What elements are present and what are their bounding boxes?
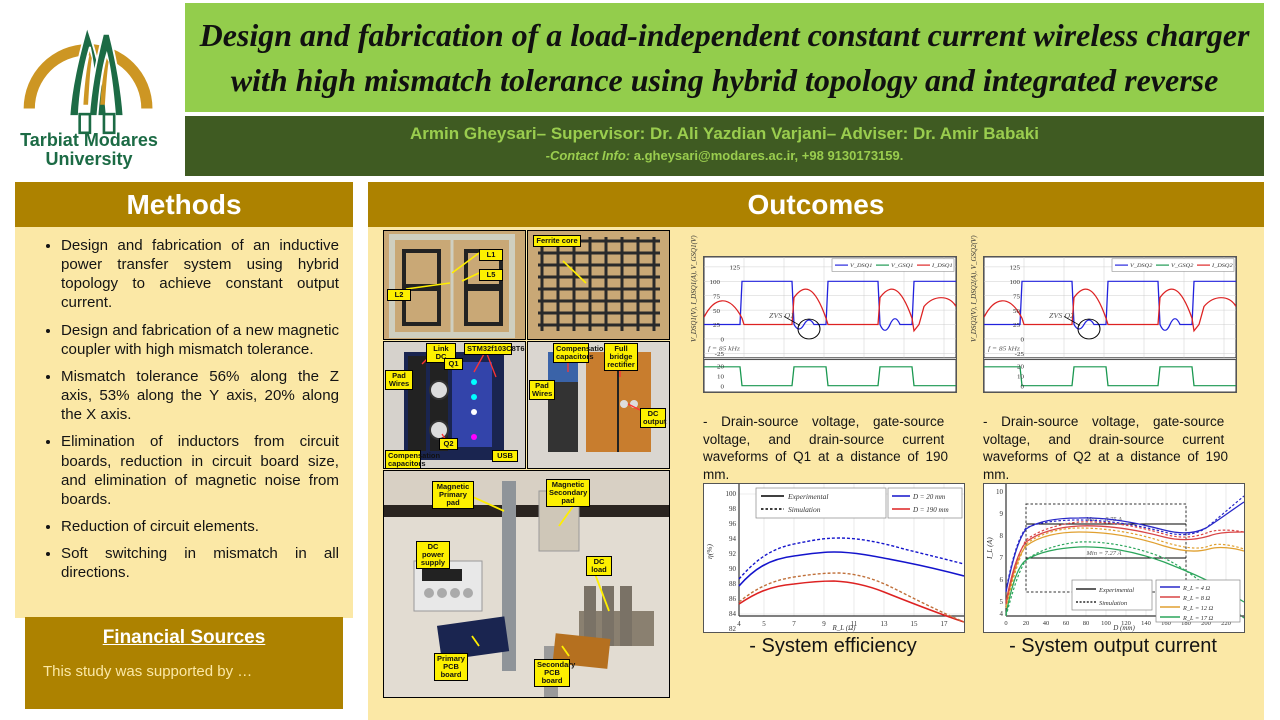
svg-text:82: 82 (729, 625, 737, 632)
svg-text:96: 96 (729, 520, 737, 528)
svg-text:Experimental: Experimental (787, 492, 828, 501)
svg-text:5: 5 (1000, 598, 1004, 606)
svg-text:4: 4 (1000, 610, 1004, 618)
svg-text:Min = 7.27 A: Min = 7.27 A (1086, 550, 1122, 557)
svg-text:-25: -25 (715, 351, 725, 358)
svg-text:25: 25 (1013, 322, 1021, 329)
svg-text:10: 10 (717, 374, 725, 381)
svg-text:8: 8 (1000, 532, 1004, 540)
svg-text:ZVS Q2: ZVS Q2 (1049, 312, 1074, 321)
svg-text:I_DSQ2: I_DSQ2 (1211, 263, 1233, 269)
svg-text:80: 80 (1083, 620, 1090, 627)
svg-text:5: 5 (762, 620, 766, 628)
svg-text:f = 85 kHz: f = 85 kHz (708, 345, 740, 353)
svg-text:125: 125 (730, 265, 741, 272)
svg-text:6: 6 (1000, 576, 1004, 584)
svg-text:V_DSQ1: V_DSQ1 (850, 263, 872, 269)
svg-text:D = 20 mm: D = 20 mm (912, 493, 945, 501)
svg-text:94: 94 (729, 535, 737, 543)
svg-text:9: 9 (1000, 510, 1004, 518)
svg-text:92: 92 (729, 550, 737, 558)
svg-text:75: 75 (1013, 294, 1021, 301)
svg-text:7: 7 (1000, 554, 1004, 562)
svg-text:40: 40 (1043, 620, 1050, 627)
svg-text:100: 100 (726, 490, 737, 498)
svg-text:R_L (Ω): R_L (Ω) (831, 624, 856, 632)
svg-text:Simulation: Simulation (788, 505, 821, 514)
svg-text:D (mm): D (mm) (1112, 624, 1135, 632)
svg-text:R_L = 8 Ω: R_L = 8 Ω (1182, 595, 1211, 602)
svg-text:60: 60 (1063, 620, 1070, 627)
svg-text:140: 140 (1141, 620, 1151, 627)
svg-text:D = 190 mm: D = 190 mm (912, 506, 949, 514)
svg-text:100: 100 (1101, 620, 1111, 627)
svg-text:9: 9 (822, 620, 826, 628)
svg-text:V_GSQ1: V_GSQ1 (891, 263, 913, 269)
svg-text:25: 25 (713, 322, 721, 329)
svg-text:17: 17 (941, 620, 949, 628)
svg-text:100: 100 (710, 279, 721, 286)
svg-text:I_L (A): I_L (A) (985, 537, 994, 560)
svg-text:125: 125 (1010, 265, 1021, 272)
svg-text:R_L = 4 Ω: R_L = 4 Ω (1182, 585, 1211, 592)
svg-text:75: 75 (713, 294, 721, 301)
svg-text:86: 86 (729, 595, 737, 603)
svg-text:ZVS Q1: ZVS Q1 (769, 312, 794, 321)
svg-text:0: 0 (1004, 620, 1007, 627)
svg-text:20: 20 (717, 364, 725, 371)
svg-text:50: 50 (713, 308, 721, 315)
svg-text:-25: -25 (1015, 351, 1025, 358)
svg-text:R_L = 12 Ω: R_L = 12 Ω (1182, 605, 1214, 612)
svg-text:20: 20 (1023, 620, 1030, 627)
svg-text:7: 7 (792, 620, 796, 628)
svg-text:98: 98 (729, 505, 737, 513)
svg-text:V_DSQ2: V_DSQ2 (1130, 263, 1152, 269)
svg-text:20: 20 (1017, 364, 1025, 371)
svg-text:10: 10 (1017, 374, 1025, 381)
svg-text:V_GSQ2: V_GSQ2 (1171, 263, 1193, 269)
svg-text:R_L = 17 Ω: R_L = 17 Ω (1182, 615, 1214, 622)
svg-text:Experimental: Experimental (1098, 587, 1134, 594)
svg-text:90: 90 (729, 565, 737, 573)
svg-text:100: 100 (1010, 279, 1021, 286)
svg-text:I_DSQ1: I_DSQ1 (931, 263, 953, 269)
svg-text:4: 4 (737, 620, 741, 628)
svg-text:10: 10 (996, 488, 1004, 496)
svg-text:Simulation: Simulation (1099, 600, 1127, 607)
svg-text:15: 15 (911, 620, 919, 628)
svg-text:13: 13 (881, 620, 889, 628)
svg-text:50: 50 (1013, 308, 1021, 315)
svg-text:η(%): η(%) (705, 544, 714, 559)
svg-text:84: 84 (729, 610, 737, 618)
svg-text:88: 88 (729, 580, 737, 588)
